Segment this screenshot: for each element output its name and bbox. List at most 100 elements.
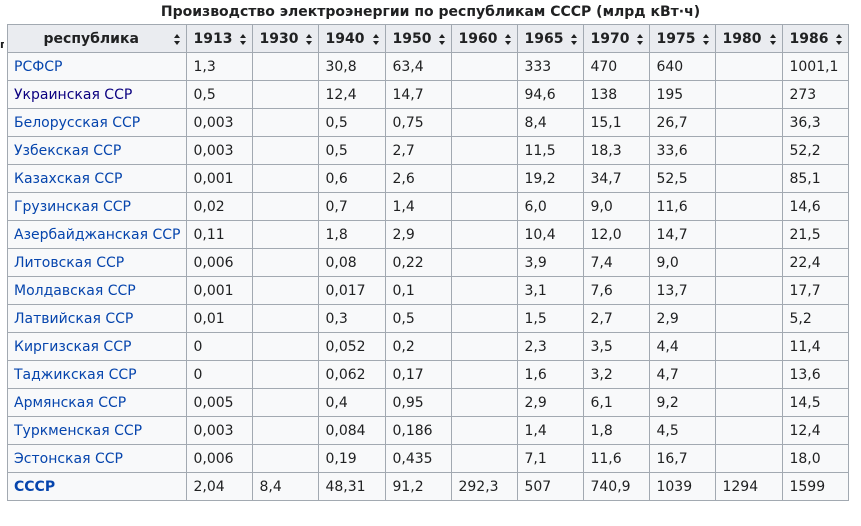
value-cell-1950: 0,5 (385, 304, 453, 333)
value-cell-1930 (252, 164, 320, 193)
column-header-year[interactable]: 1960 (451, 24, 519, 53)
table-row: Армянская ССР 0,005 0,4 0,95 2,9 6,1 9,2 14,5 (6, 388, 850, 417)
value-cell-1970: 3,5 (583, 332, 651, 361)
table-row: Киргизская ССР 0 0,052 0,2 2,3 3,5 4,4 11,4 (6, 332, 850, 361)
value-cell-1950: 0,75 (385, 108, 453, 137)
republic-link[interactable]: Грузинская ССР (14, 198, 132, 215)
value-cell-1940: 0,5 (318, 108, 387, 137)
sort-arrows-icon[interactable] (240, 34, 247, 45)
sort-arrows-icon[interactable] (439, 34, 446, 45)
value-cell-1913: 0,003 (186, 416, 254, 445)
republic-link[interactable]: Казахская ССР (14, 170, 123, 187)
value-cell-1930 (252, 444, 320, 473)
value-cell-1965: 1,6 (517, 360, 585, 389)
value-cell-1970: 138 (583, 80, 651, 109)
value-cell-1975: 1039 (649, 472, 717, 501)
value-cell-1950: 0,1 (385, 276, 453, 305)
republic-link[interactable]: Литовская ССР (14, 254, 125, 271)
republic-link[interactable]: Белорусская ССР (14, 114, 141, 131)
republic-link[interactable]: СССР (14, 478, 56, 495)
table-row: Белорусская ССР 0,003 0,5 0,75 8,4 15,1 26,7 36… (6, 108, 850, 137)
value-cell-1960 (451, 332, 519, 361)
value-cell-1950: 91,2 (385, 472, 453, 501)
republic-link[interactable]: Молдавская ССР (14, 282, 136, 299)
value-cell-1930 (252, 52, 320, 81)
sort-arrows-icon[interactable] (306, 34, 313, 45)
value-cell-1960 (451, 444, 519, 473)
value-cell-1950: 2,6 (385, 164, 453, 193)
value-cell-1975: 4,7 (649, 360, 717, 389)
value-cell-1960 (451, 80, 519, 109)
republic-cell: СССР (6, 472, 188, 501)
value-cell-1940: 0,7 (318, 192, 387, 221)
value-cell-1930 (252, 304, 320, 333)
column-header-year[interactable]: 1986 (782, 24, 850, 53)
sort-arrows-icon[interactable] (836, 34, 843, 45)
value-cell-1975: 26,7 (649, 108, 717, 137)
sort-arrows-icon[interactable] (571, 34, 578, 45)
republic-link[interactable]: Таджикская ССР (14, 366, 137, 383)
table-row: Узбекская ССР 0,003 0,5 2,7 11,5 18,3 33,6 52,2 (6, 136, 850, 165)
republic-link[interactable]: Туркменская ССР (14, 422, 143, 439)
value-cell-1970: 7,6 (583, 276, 651, 305)
value-cell-1975: 4,4 (649, 332, 717, 361)
value-cell-1913: 0,003 (186, 108, 254, 137)
value-cell-1986: 18,0 (782, 444, 850, 473)
value-cell-1986: 14,6 (782, 192, 850, 221)
value-cell-1940: 30,8 (318, 52, 387, 81)
republic-link[interactable]: Азербайджанская ССР (14, 226, 181, 243)
value-cell-1965: 19,2 (517, 164, 585, 193)
value-cell-1970: 9,0 (583, 192, 651, 221)
column-header-year[interactable]: 1980 (715, 24, 784, 53)
sort-arrows-icon[interactable] (703, 34, 710, 45)
value-cell-1913: 0 (186, 332, 254, 361)
sort-arrows-icon[interactable] (174, 34, 181, 45)
value-cell-1970: 18,3 (583, 136, 651, 165)
value-cell-1960 (451, 388, 519, 417)
column-header-year[interactable]: 1975 (649, 24, 717, 53)
value-cell-1986: 22,4 (782, 248, 850, 277)
sort-arrows-icon[interactable] (637, 34, 644, 45)
value-cell-1980 (715, 248, 784, 277)
value-cell-1913: 0,005 (186, 388, 254, 417)
value-cell-1940: 0,084 (318, 416, 387, 445)
value-cell-1970: 7,4 (583, 248, 651, 277)
column-header-year[interactable]: 1930 (252, 24, 320, 53)
value-cell-1940: 0,4 (318, 388, 387, 417)
column-header-year[interactable]: 1913 (186, 24, 254, 53)
republic-link[interactable]: Латвийская ССР (14, 310, 134, 327)
value-cell-1950: 2,9 (385, 220, 453, 249)
republic-cell: Молдавская ССР (6, 276, 188, 305)
value-cell-1965: 2,9 (517, 388, 585, 417)
value-cell-1940: 0,5 (318, 136, 387, 165)
sort-arrows-icon[interactable] (770, 34, 777, 45)
column-header-year[interactable]: 1970 (583, 24, 651, 53)
republic-link[interactable]: Армянская ССР (14, 394, 127, 411)
value-cell-1940: 1,8 (318, 220, 387, 249)
clipped-edge-text: п (0, 39, 4, 51)
sort-arrows-icon[interactable] (373, 34, 380, 45)
column-header-republic[interactable]: республика (6, 24, 188, 53)
republic-link[interactable]: Узбекская ССР (14, 142, 122, 159)
column-header-year[interactable]: 1965 (517, 24, 585, 53)
value-cell-1965: 7,1 (517, 444, 585, 473)
column-header-year[interactable]: 1950 (385, 24, 453, 53)
value-cell-1975: 2,9 (649, 304, 717, 333)
table-row: Грузинская ССР 0,02 0,7 1,4 6,0 9,0 11,6 14,6 (6, 192, 850, 221)
sort-arrows-icon[interactable] (505, 34, 512, 45)
value-cell-1980 (715, 52, 784, 81)
column-header-label: 1930 (259, 30, 299, 47)
republic-link[interactable]: РСФСР (14, 58, 63, 75)
value-cell-1980: 1294 (715, 472, 784, 501)
value-cell-1965: 8,4 (517, 108, 585, 137)
republic-link[interactable]: Киргизская ССР (14, 338, 132, 355)
value-cell-1965: 507 (517, 472, 585, 501)
column-header-year[interactable]: 1940 (318, 24, 387, 53)
value-cell-1913: 0,001 (186, 164, 254, 193)
value-cell-1986: 17,7 (782, 276, 850, 305)
value-cell-1975: 52,5 (649, 164, 717, 193)
value-cell-1950: 0,435 (385, 444, 453, 473)
republic-link[interactable]: Эстонская ССР (14, 450, 123, 467)
value-cell-1960 (451, 416, 519, 445)
republic-link[interactable]: Украинская ССР (14, 86, 133, 103)
